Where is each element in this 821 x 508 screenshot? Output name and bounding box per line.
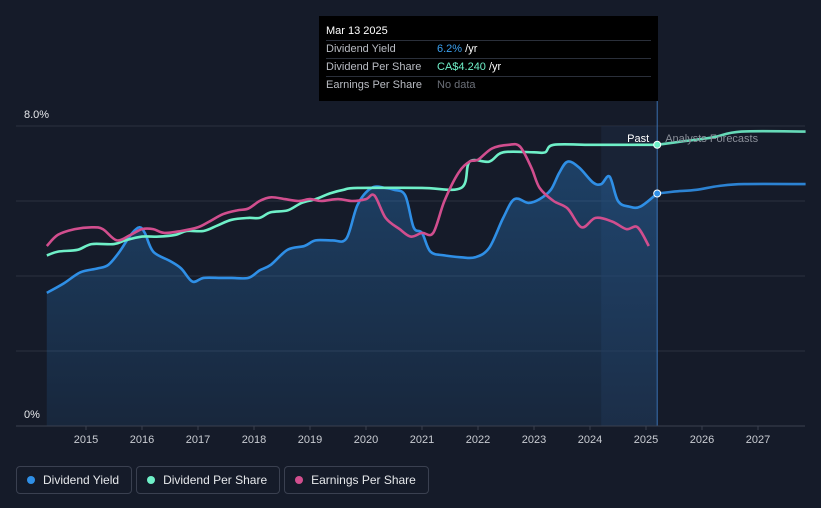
series-line-earnings-per-share — [45, 142, 650, 247]
forecast-label: Analysts Forecasts — [665, 133, 758, 145]
x-tick-label: 2026 — [690, 434, 714, 446]
x-tick-label: 2019 — [298, 434, 322, 446]
x-axis: 2015 2016 2017 2018 2019 2020 2021 2022 2023 2024… — [16, 425, 805, 446]
series-lines — [45, 129, 806, 295]
legend-label: Earnings Per Share — [311, 473, 416, 487]
series-forecast-line-dividend-per-share — [657, 129, 806, 147]
x-tick-label: 2015 — [74, 434, 98, 446]
legend-label: Dividend Yield — [43, 473, 120, 487]
tooltip-value: No data — [437, 79, 476, 91]
x-tick-label: 2020 — [354, 434, 378, 446]
chart-legend: Dividend Yield Dividend Per Share Earnin… — [16, 466, 433, 494]
series-areas — [46, 161, 658, 426]
x-tick-label: 2024 — [578, 434, 602, 446]
tooltip-unit: /yr — [462, 43, 478, 55]
x-tick-label: 2025 — [634, 434, 658, 446]
series-line-dividend-per-share — [46, 142, 658, 257]
x-tick-label: 2016 — [130, 434, 154, 446]
tooltip-key: Earnings Per Share — [326, 79, 422, 91]
tooltip-key: Dividend Per Share — [326, 61, 422, 73]
y-tick-label-top: 8.0% — [24, 109, 49, 121]
x-tick-label: 2023 — [522, 434, 546, 446]
tooltip-unit: /yr — [485, 61, 502, 73]
legend-earnings-per-share[interactable]: Earnings Per Share — [284, 466, 429, 494]
series-marker-dividend-per-share — [653, 140, 662, 149]
x-tick-label: 2017 — [186, 434, 210, 446]
tooltip-value: 6.2% — [437, 43, 463, 55]
x-tick-label: 2027 — [746, 434, 770, 446]
past-label: Past — [627, 133, 649, 145]
series-marker-dividend-yield — [653, 189, 662, 198]
tooltip-row-earnings-per-share: Earnings Per Share No data — [326, 76, 651, 94]
legend-dot-icon — [295, 476, 304, 484]
tooltip-value: CA$4.240 — [437, 61, 486, 73]
legend-label: Dividend Per Share — [163, 473, 268, 487]
legend-dividend-per-share[interactable]: Dividend Per Share — [136, 466, 281, 494]
x-tick-label: 2021 — [410, 434, 434, 446]
legend-dot-icon — [147, 476, 156, 484]
legend-dividend-yield[interactable]: Dividend Yield — [16, 466, 133, 494]
chart-tooltip: Mar 13 2025 Dividend Yield 6.2% /yr Divi… — [319, 16, 658, 101]
x-tick-label: 2022 — [466, 434, 490, 446]
y-tick-label-bottom: 0% — [24, 409, 40, 421]
tooltip-key: Dividend Yield — [326, 43, 396, 55]
tooltip-row-dividend-per-share: Dividend Per Share CA$4.240 /yr — [326, 58, 651, 76]
legend-dot-icon — [27, 476, 35, 484]
series-markers — [653, 140, 662, 198]
x-tick-label: 2018 — [242, 434, 266, 446]
series-area-dividend-yield — [46, 161, 658, 426]
series-forecast-line-dividend-yield — [657, 182, 806, 195]
tooltip-row-dividend-yield: Dividend Yield 6.2% /yr — [326, 40, 651, 58]
tooltip-date: Mar 13 2025 — [326, 25, 388, 37]
